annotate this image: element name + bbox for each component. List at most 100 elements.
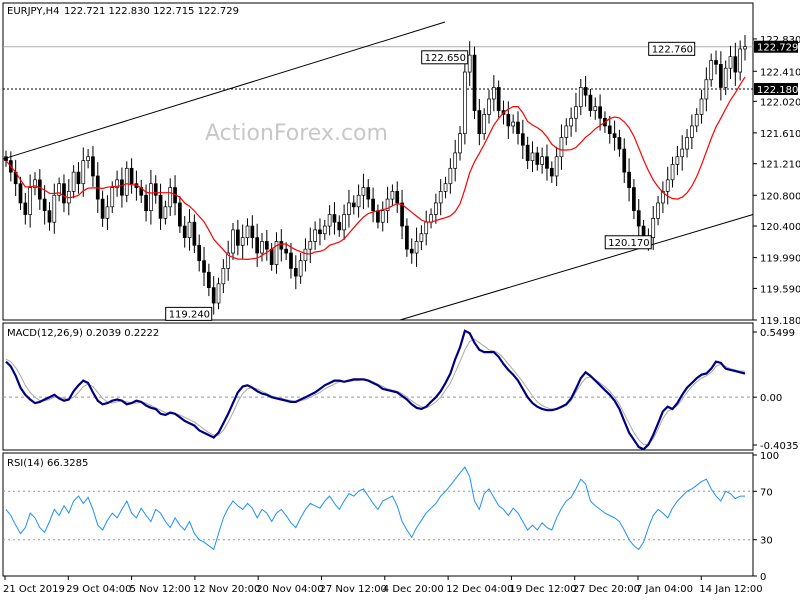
candle	[356, 184, 361, 218]
candle	[57, 177, 61, 202]
candle	[419, 225, 424, 250]
candle-body	[120, 179, 124, 196]
candle	[525, 136, 530, 170]
candle	[245, 218, 250, 246]
candle-body	[704, 79, 709, 100]
price-annotation-text: 119.240	[169, 309, 210, 320]
candle	[414, 227, 419, 267]
candle-body	[574, 106, 578, 119]
candle	[332, 202, 337, 235]
candle-body	[115, 179, 119, 188]
candle-body	[226, 252, 231, 269]
price-y-tick-label: 121.210	[760, 160, 800, 171]
channel-lower-line	[399, 214, 754, 321]
candle-body	[632, 187, 636, 212]
candle	[153, 175, 158, 204]
candle-body	[197, 244, 202, 262]
candle-body	[409, 248, 414, 254]
candle-body	[496, 87, 501, 111]
candle	[115, 170, 119, 197]
candle-body	[289, 252, 293, 269]
candle	[289, 242, 293, 279]
candle-body	[723, 67, 728, 88]
candle	[124, 161, 129, 203]
candle	[313, 221, 317, 250]
candle-body	[390, 191, 395, 200]
candle	[120, 167, 124, 208]
x-tick-label: 20 Nov 04:00	[256, 584, 323, 595]
price-level-tag-bg	[754, 40, 798, 53]
candle	[733, 42, 738, 86]
candle	[361, 173, 366, 210]
candle-body	[709, 60, 714, 81]
candle-body	[366, 187, 371, 200]
candle-body	[52, 194, 57, 223]
candle	[187, 209, 192, 251]
candle-body	[714, 60, 718, 65]
candle	[612, 120, 617, 151]
candle-body	[545, 156, 549, 169]
candle	[443, 176, 448, 199]
candle	[506, 101, 511, 140]
candle-body	[728, 56, 733, 69]
candle	[405, 218, 409, 257]
candle	[105, 195, 110, 230]
candle	[656, 196, 660, 226]
candle-body	[23, 202, 28, 215]
candle	[260, 232, 264, 262]
price-header-symbol: EURJPY,H4	[7, 6, 60, 17]
candle-body	[269, 248, 274, 265]
candle	[477, 99, 482, 146]
candle-body	[419, 233, 424, 242]
candle	[264, 229, 269, 261]
candle	[728, 45, 733, 79]
price-annotation-box	[648, 41, 696, 56]
candle-body	[240, 237, 245, 246]
candle-body	[298, 260, 303, 277]
candle	[182, 216, 187, 248]
candle-body	[260, 241, 264, 254]
candle	[33, 172, 37, 196]
candle-body	[28, 187, 33, 215]
candle-body	[569, 117, 573, 127]
candle	[351, 195, 356, 215]
candle-body	[207, 271, 211, 289]
watermark: ActionForex.com	[205, 121, 388, 146]
candle	[661, 181, 665, 213]
candle-body	[414, 241, 419, 254]
candle-body	[293, 268, 298, 277]
candle	[18, 176, 23, 210]
macd-y-tick-label: -0.4035	[760, 441, 799, 452]
x-tick-label: 4 Dec 20:00	[383, 584, 444, 595]
candle	[738, 40, 743, 81]
candle	[438, 179, 443, 216]
candle-body	[405, 225, 409, 250]
candle	[535, 146, 540, 171]
candle-body	[511, 121, 516, 127]
candle	[670, 156, 675, 188]
candle-body	[487, 98, 491, 115]
candle-body	[738, 48, 743, 73]
price-level-tag-text: 122.180	[757, 85, 798, 96]
candle	[636, 199, 641, 238]
candle-body	[593, 106, 598, 111]
rsi-y-tick-label: 30	[760, 536, 773, 547]
price-y-tick-label: 122.020	[760, 97, 800, 108]
price-annotation: 122.650	[421, 50, 469, 65]
candle-body	[743, 46, 747, 50]
candle-body	[429, 214, 433, 223]
candle	[675, 145, 680, 176]
candle	[279, 229, 284, 262]
candle-body	[202, 260, 206, 273]
price-annotation-text: 122.760	[652, 44, 693, 55]
candle-body	[71, 171, 76, 192]
candle-body	[356, 194, 361, 208]
candle-body	[187, 221, 192, 238]
macd-y-tick-label: 0.00	[760, 393, 782, 404]
x-tick-label: 5 Nov 12:00	[130, 584, 191, 595]
candle	[371, 187, 375, 223]
candle-body	[535, 152, 540, 165]
price-annotation-box	[421, 50, 469, 65]
candle	[318, 218, 322, 246]
